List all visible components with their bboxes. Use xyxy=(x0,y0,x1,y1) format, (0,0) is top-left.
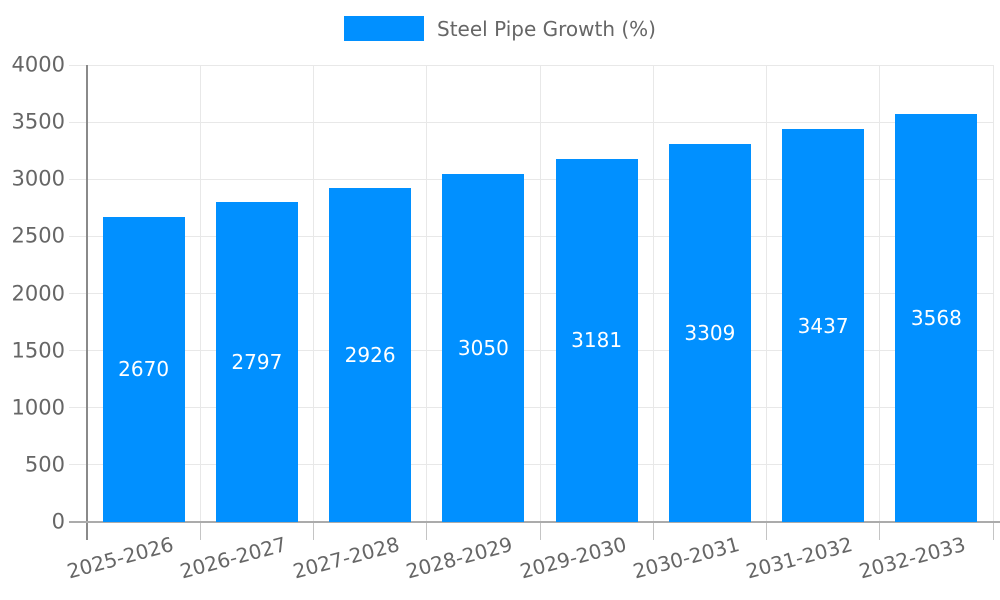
x-tick xyxy=(199,522,201,540)
bar[interactable] xyxy=(555,158,638,522)
bar[interactable] xyxy=(329,187,412,522)
v-gridline xyxy=(539,65,541,522)
y-tick-label: 1500 xyxy=(11,338,65,363)
y-tick xyxy=(69,407,87,409)
y-tick xyxy=(69,121,87,123)
bar-value-label: 3050 xyxy=(457,335,509,360)
v-gridline xyxy=(879,65,881,522)
y-tick-label: 2500 xyxy=(11,223,65,248)
v-gridline xyxy=(199,65,201,522)
y-tick xyxy=(69,293,87,294)
y-tick xyxy=(69,178,87,180)
x-tick xyxy=(426,522,428,540)
legend-label: Steel Pipe Growth (%) xyxy=(437,16,656,41)
v-gridline xyxy=(313,65,314,522)
y-tick-label: 1000 xyxy=(11,395,65,420)
bar[interactable] xyxy=(782,129,865,522)
v-gridline xyxy=(652,65,654,522)
y-tick-label: 3000 xyxy=(11,166,65,191)
x-tick xyxy=(539,522,541,540)
bar-value-label: 3181 xyxy=(571,328,623,353)
bar[interactable] xyxy=(215,202,298,522)
chart-legend[interactable]: Steel Pipe Growth (%) xyxy=(0,16,1000,41)
x-tick xyxy=(652,522,654,540)
y-tick-label: 2000 xyxy=(11,281,65,305)
bar[interactable] xyxy=(668,143,751,522)
x-tick xyxy=(766,522,767,540)
bar-value-label: 2670 xyxy=(118,357,170,382)
y-tick-label: 0 xyxy=(51,509,65,534)
bar-value-label: 2926 xyxy=(344,342,396,367)
y-tick xyxy=(69,235,87,237)
y-tick xyxy=(69,64,87,66)
bar-value-label: 3309 xyxy=(684,320,736,345)
bar[interactable] xyxy=(102,216,185,522)
y-tick-label: 3500 xyxy=(11,109,65,134)
y-tick-label: 500 xyxy=(24,452,65,477)
v-gridline xyxy=(992,65,994,522)
y-axis-line xyxy=(86,65,88,540)
bar-value-label: 3568 xyxy=(910,306,962,331)
y-tick xyxy=(69,350,87,352)
bar[interactable] xyxy=(442,173,525,522)
bar[interactable] xyxy=(895,114,978,522)
y-tick xyxy=(69,464,87,466)
x-axis-line xyxy=(69,521,1000,523)
v-gridline xyxy=(426,65,428,522)
bar-value-label: 2797 xyxy=(231,350,283,375)
x-tick xyxy=(879,522,881,540)
v-gridline xyxy=(766,65,767,522)
x-tick xyxy=(992,522,994,540)
x-tick xyxy=(313,522,314,540)
y-tick-label: 4000 xyxy=(11,52,65,77)
bar-value-label: 3437 xyxy=(797,313,849,338)
legend-swatch xyxy=(344,16,425,41)
